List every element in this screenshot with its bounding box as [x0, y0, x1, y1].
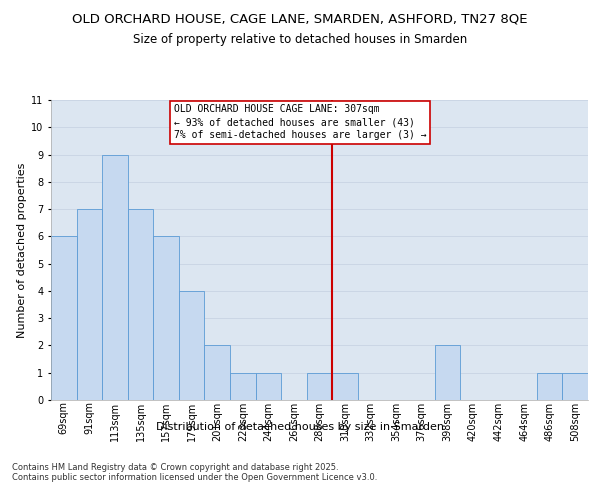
Bar — [256, 372, 281, 400]
Bar — [537, 372, 562, 400]
Text: Distribution of detached houses by size in Smarden: Distribution of detached houses by size … — [156, 422, 444, 432]
Text: OLD ORCHARD HOUSE CAGE LANE: 307sqm
← 93% of detached houses are smaller (43)
7%: OLD ORCHARD HOUSE CAGE LANE: 307sqm ← 93… — [174, 104, 427, 141]
Bar — [434, 346, 460, 400]
Y-axis label: Number of detached properties: Number of detached properties — [17, 162, 27, 338]
Text: Size of property relative to detached houses in Smarden: Size of property relative to detached ho… — [133, 32, 467, 46]
Bar — [562, 372, 588, 400]
Text: OLD ORCHARD HOUSE, CAGE LANE, SMARDEN, ASHFORD, TN27 8QE: OLD ORCHARD HOUSE, CAGE LANE, SMARDEN, A… — [72, 12, 528, 26]
Bar — [332, 372, 358, 400]
Bar — [77, 209, 102, 400]
Bar — [128, 209, 153, 400]
Text: Contains HM Land Registry data © Crown copyright and database right 2025.
Contai: Contains HM Land Registry data © Crown c… — [12, 462, 377, 482]
Bar — [51, 236, 77, 400]
Bar — [205, 346, 230, 400]
Bar — [153, 236, 179, 400]
Bar — [179, 291, 205, 400]
Bar — [307, 372, 332, 400]
Bar — [102, 154, 128, 400]
Bar — [230, 372, 256, 400]
